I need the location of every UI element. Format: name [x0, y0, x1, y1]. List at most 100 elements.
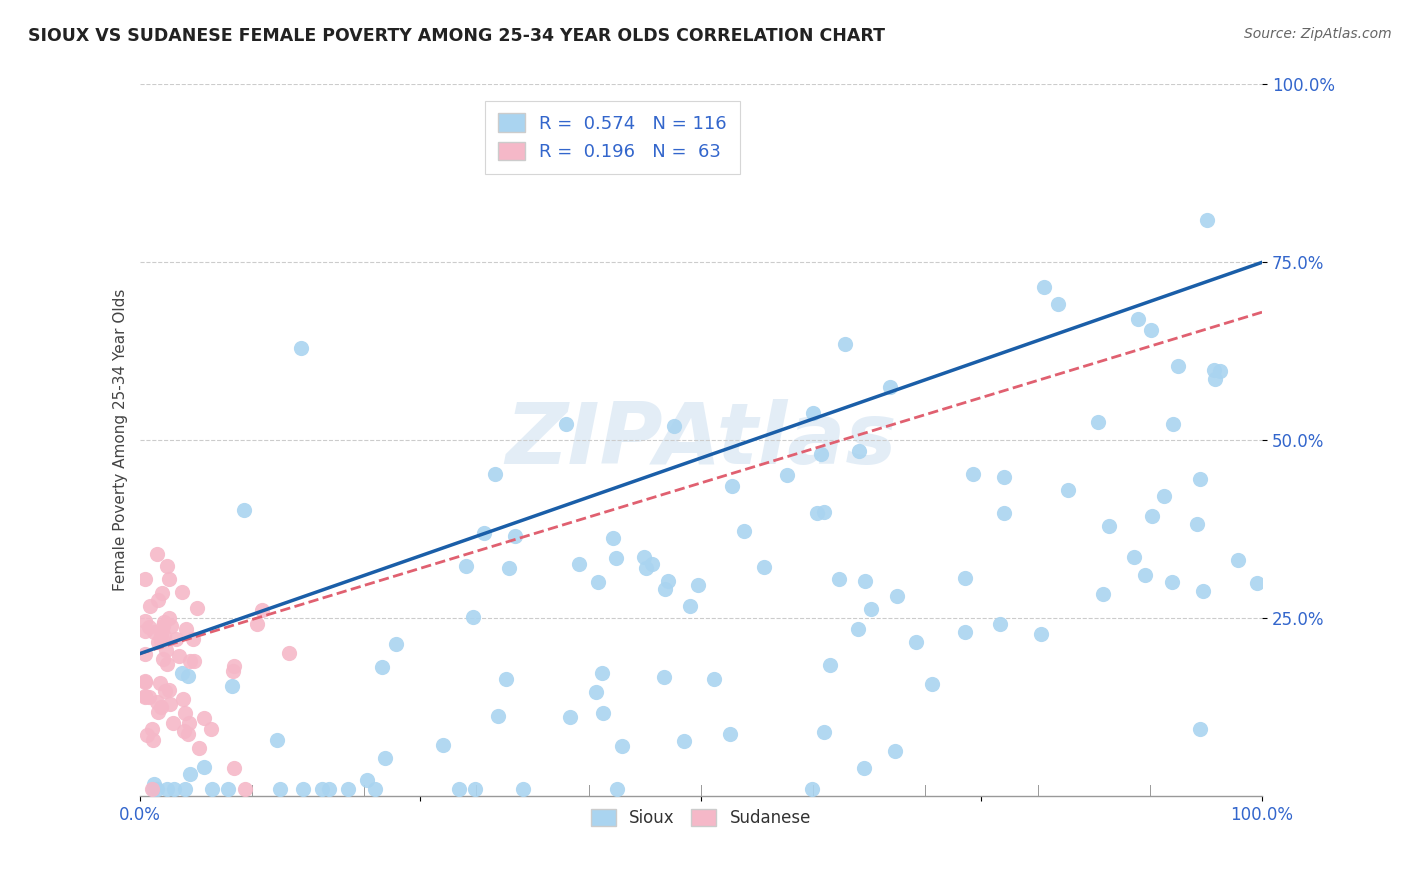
Point: [503, 529, 526, 543]
Point: [654, 582, 676, 596]
Point: [250, 603, 273, 617]
Point: [193, 759, 215, 773]
Point: [602, 531, 624, 545]
Point: [134, 624, 156, 638]
Point: [1056, 483, 1078, 497]
Point: [134, 674, 156, 689]
Point: [311, 781, 333, 796]
Text: Source: ZipAtlas.com: Source: ZipAtlas.com: [1244, 27, 1392, 41]
Point: [1195, 213, 1218, 227]
Point: [634, 560, 657, 574]
Point: [955, 571, 977, 585]
Point: [688, 577, 710, 591]
Point: [432, 738, 454, 752]
Point: [495, 672, 517, 686]
Point: [152, 651, 174, 665]
Legend: Sioux, Sudanese: Sioux, Sudanese: [583, 803, 818, 834]
Point: [1185, 517, 1208, 532]
Point: [221, 679, 243, 693]
Point: [181, 632, 204, 646]
Point: [846, 622, 869, 636]
Point: [591, 665, 613, 680]
Point: [139, 599, 162, 614]
Point: [1167, 359, 1189, 373]
Point: [610, 739, 633, 753]
Point: [149, 675, 172, 690]
Point: [150, 633, 173, 648]
Point: [657, 574, 679, 588]
Point: [1133, 568, 1156, 582]
Point: [141, 781, 163, 796]
Point: [385, 637, 408, 651]
Point: [1032, 279, 1054, 293]
Point: [246, 617, 269, 632]
Point: [810, 447, 832, 461]
Point: [233, 781, 256, 796]
Point: [1246, 576, 1268, 591]
Point: [143, 777, 166, 791]
Point: [174, 781, 197, 796]
Point: [588, 575, 610, 590]
Point: [156, 559, 179, 574]
Point: [1153, 489, 1175, 503]
Point: [269, 781, 291, 796]
Point: [1189, 722, 1212, 736]
Text: ZIPAtlas: ZIPAtlas: [505, 399, 897, 482]
Point: [1204, 372, 1226, 386]
Point: [733, 524, 755, 538]
Point: [134, 647, 156, 661]
Point: [605, 550, 627, 565]
Point: [157, 610, 180, 624]
Point: [170, 584, 193, 599]
Point: [560, 709, 582, 723]
Point: [146, 548, 169, 562]
Point: [1160, 574, 1182, 589]
Point: [806, 506, 828, 520]
Point: [188, 741, 211, 756]
Point: [371, 660, 394, 674]
Point: [142, 781, 165, 796]
Point: [193, 711, 215, 725]
Point: [585, 685, 607, 699]
Point: [138, 620, 160, 634]
Point: [222, 761, 245, 775]
Point: [813, 505, 835, 519]
Point: [1191, 584, 1213, 599]
Point: [145, 695, 167, 709]
Point: [179, 654, 201, 668]
Point: [156, 781, 179, 796]
Point: [356, 772, 378, 787]
Point: [848, 443, 870, 458]
Point: [801, 781, 824, 796]
Point: [592, 706, 614, 720]
Point: [159, 697, 181, 711]
Point: [172, 692, 194, 706]
Point: [953, 624, 976, 639]
Point: [173, 723, 195, 738]
Point: [486, 708, 509, 723]
Point: [606, 781, 628, 796]
Point: [153, 629, 176, 643]
Point: [818, 658, 841, 673]
Point: [990, 617, 1012, 632]
Point: [152, 615, 174, 630]
Point: [641, 558, 664, 572]
Point: [200, 723, 222, 737]
Point: [754, 559, 776, 574]
Point: [167, 649, 190, 664]
Point: [1046, 297, 1069, 311]
Point: [134, 689, 156, 703]
Point: [1140, 323, 1163, 337]
Point: [1092, 587, 1115, 601]
Point: [568, 557, 591, 571]
Point: [146, 781, 169, 796]
Point: [179, 766, 201, 780]
Point: [221, 665, 243, 679]
Point: [652, 670, 675, 684]
Point: [852, 761, 875, 775]
Point: [834, 337, 856, 351]
Point: [134, 690, 156, 704]
Point: [148, 705, 170, 719]
Point: [853, 574, 876, 588]
Point: [143, 625, 166, 640]
